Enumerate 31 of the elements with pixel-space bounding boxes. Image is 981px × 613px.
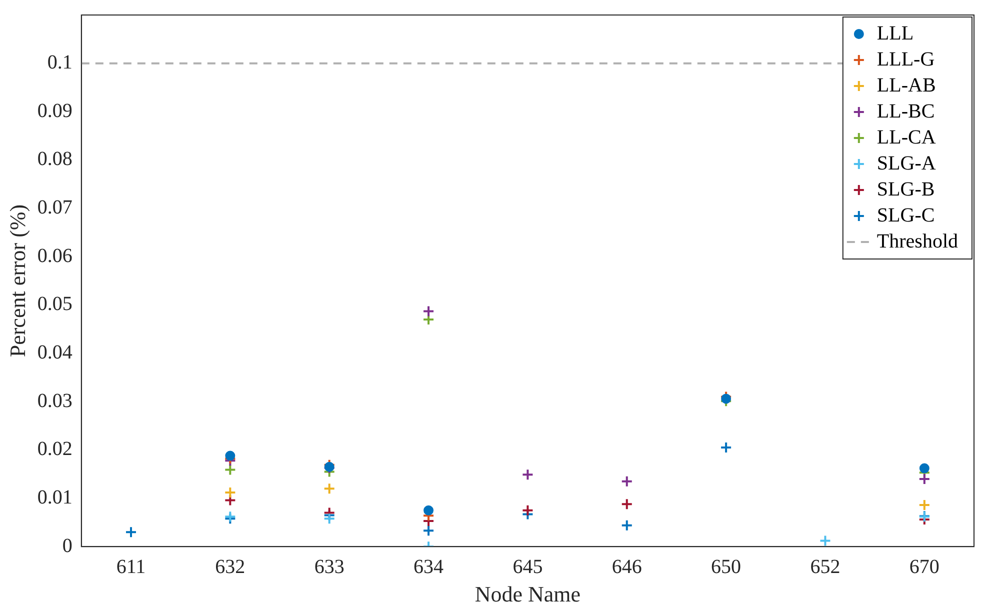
legend-label: SLG-A bbox=[876, 152, 936, 174]
y-tick-label: 0 bbox=[62, 534, 72, 557]
x-tick-label: 611 bbox=[116, 556, 146, 578]
legend-label: SLG-C bbox=[876, 204, 935, 226]
legend-label: LLL-G bbox=[876, 48, 935, 70]
x-tick-label: 632 bbox=[215, 556, 246, 578]
x-tick-label: 633 bbox=[314, 556, 344, 578]
y-tick-label: 0.06 bbox=[37, 244, 72, 267]
x-tick-label: 670 bbox=[909, 556, 940, 578]
legend-label: LL-BC bbox=[876, 100, 935, 122]
y-tick-label: 0.02 bbox=[37, 438, 72, 460]
legend-label: LL-AB bbox=[876, 74, 936, 96]
y-tick-label: 0.05 bbox=[37, 293, 72, 316]
y-tick-label: 0.04 bbox=[37, 342, 72, 364]
x-tick-label: 646 bbox=[612, 556, 642, 578]
y-axis-title: Percent error (%) bbox=[4, 204, 30, 358]
legend-label: LL-CA bbox=[876, 126, 936, 148]
x-tick-label: 645 bbox=[512, 556, 543, 578]
x-tick-label: 650 bbox=[711, 556, 742, 578]
y-tick-label: 0.1 bbox=[47, 52, 72, 74]
y-tick-label: 0.03 bbox=[37, 390, 72, 412]
y-tick-label: 0.08 bbox=[37, 148, 72, 170]
legend-label: SLG-B bbox=[876, 178, 935, 200]
y-tick-label: 0.01 bbox=[37, 486, 72, 509]
x-axis-title: Node Name bbox=[474, 582, 581, 607]
legend-label: Threshold bbox=[876, 230, 958, 252]
x-tick-label: 634 bbox=[414, 556, 444, 578]
x-tick-label: 652 bbox=[810, 556, 840, 578]
legend-label: LLL bbox=[876, 22, 914, 44]
y-tick-label: 0.09 bbox=[37, 100, 72, 122]
y-tick-label: 0.07 bbox=[37, 196, 72, 219]
